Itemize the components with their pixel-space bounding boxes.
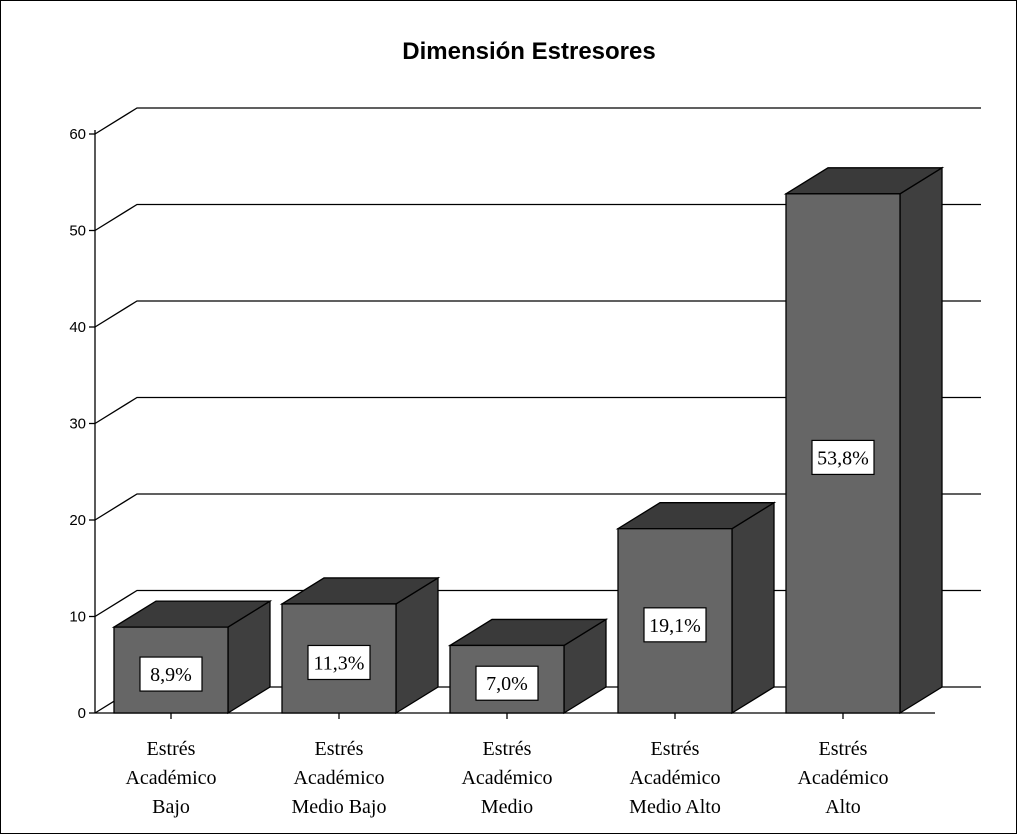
data-label-box xyxy=(643,607,707,643)
category-label-line: Medio xyxy=(481,796,533,818)
y-tick-label-20: 20 xyxy=(69,512,86,529)
category-label-2: Estrés Académico Medio Bajo xyxy=(292,738,387,818)
data-label-text: 53,8% xyxy=(817,447,869,469)
data-label-text: 19,1% xyxy=(649,615,701,637)
category-label-4: Estrés Académico Medio Alto xyxy=(629,738,721,818)
category-label-3: Estrés Académico Medio xyxy=(461,738,552,818)
data-label-4: 19,1% xyxy=(643,607,707,643)
data-label-box xyxy=(475,665,539,701)
data-label-text: 11,3% xyxy=(314,652,365,674)
gridline-40 xyxy=(94,300,981,328)
category-label-line: Estrés xyxy=(147,738,196,760)
bars-layer: 8,9% 11,3% 7,0% 19,1% 53,8% xyxy=(111,166,945,715)
category-label-line: Medio Alto xyxy=(629,796,721,818)
y-tick-label-30: 30 xyxy=(69,416,86,433)
bar-2: 11,3% xyxy=(279,576,441,715)
category-label-5: Estrés Académico Alto xyxy=(797,738,888,818)
category-labels: Estrés Académico Bajo Estrés Académico Medio … xyxy=(125,738,888,818)
category-label-line: Estrés xyxy=(651,738,700,760)
data-label-1: 8,9% xyxy=(139,656,203,692)
bar-1: 8,9% xyxy=(111,599,273,715)
data-label-text: 8,9% xyxy=(150,664,192,686)
grid-layer xyxy=(94,107,981,714)
category-label-line: Alto xyxy=(825,796,861,818)
bar-side-face xyxy=(899,166,943,715)
data-label-5: 53,8% xyxy=(811,439,875,476)
category-label-line: Académico xyxy=(125,767,216,789)
category-label-line: Estrés xyxy=(315,738,364,760)
bar-5: 53,8% xyxy=(783,166,945,715)
data-label-box xyxy=(811,439,875,476)
y-tick-label-60: 60 xyxy=(69,126,86,143)
y-tick-label-40: 40 xyxy=(69,319,86,336)
category-label-line: Bajo xyxy=(152,796,190,818)
chart-title: Dimensión Estresores xyxy=(402,38,655,65)
data-label-box xyxy=(307,644,371,681)
data-label-box xyxy=(139,656,203,692)
bar-4: 19,1% xyxy=(615,501,777,715)
y-tick-label-0: 0 xyxy=(78,705,86,722)
category-label-line: Académico xyxy=(629,767,720,789)
data-label-2: 11,3% xyxy=(307,644,371,681)
y-tick-label-10: 10 xyxy=(69,609,86,626)
gridline-30 xyxy=(94,396,981,425)
data-label-3: 7,0% xyxy=(475,665,539,701)
category-label-line: Estrés xyxy=(819,738,868,760)
category-label-line: Medio Bajo xyxy=(292,796,387,818)
bar-side-face xyxy=(731,501,775,715)
category-label-line: Académico xyxy=(293,767,384,789)
gridline-50 xyxy=(94,203,981,232)
category-label-1: Estrés Académico Bajo xyxy=(125,738,216,818)
bar-3: 7,0% xyxy=(447,618,609,715)
gridline-20 xyxy=(94,493,981,521)
gridline-60 xyxy=(94,107,981,135)
data-label-text: 7,0% xyxy=(486,673,528,695)
y-tick-label-50: 50 xyxy=(69,223,86,240)
category-label-line: Académico xyxy=(461,767,552,789)
category-label-line: Estrés xyxy=(483,738,532,760)
category-label-line: Académico xyxy=(797,767,888,789)
